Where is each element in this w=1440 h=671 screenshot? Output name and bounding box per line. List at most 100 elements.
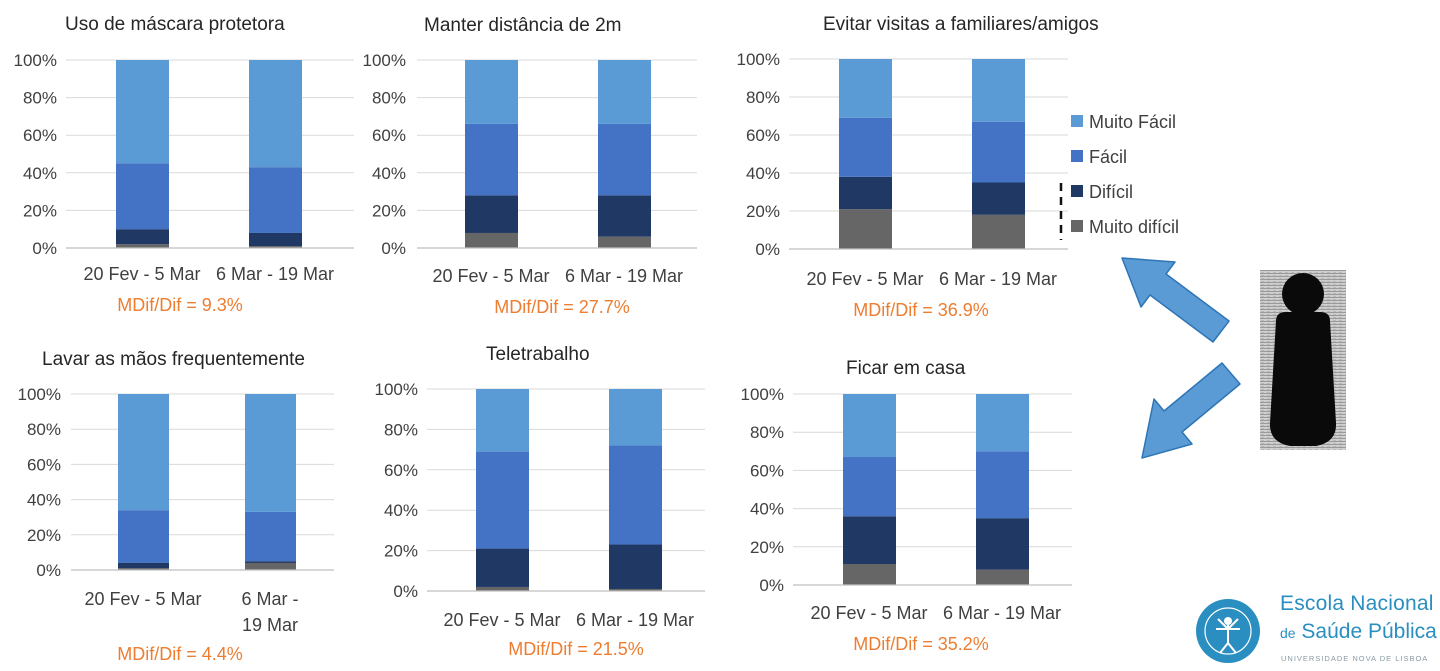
bar-segment <box>245 562 296 570</box>
x-tick-label: 20 Fev - 5 Mar <box>432 266 549 286</box>
mdif-annotation: MDif/Dif = 36.9% <box>853 300 989 320</box>
bar-segment <box>118 394 169 511</box>
y-tick-label: 40% <box>27 491 61 510</box>
arrow-up-left-icon <box>1121 257 1230 343</box>
chart-title: Manter distância de 2m <box>424 15 622 36</box>
y-tick-label: 80% <box>23 89 57 108</box>
legend: Muito Fácil Fácil Difícil Muito difícil <box>1059 112 1179 240</box>
chart-title: Evitar visitas a familiares/amigos <box>823 14 1099 35</box>
bar-segment <box>839 59 892 118</box>
bar-segment <box>476 548 529 587</box>
bar-segment <box>976 518 1029 570</box>
y-tick-label: 60% <box>27 455 61 474</box>
y-tick-label: 80% <box>27 420 61 439</box>
y-tick-label: 40% <box>750 500 784 519</box>
y-tick-label: 20% <box>23 201 57 220</box>
bar-segment <box>476 586 529 591</box>
x-tick-label: 20 Fev - 5 Mar <box>83 264 200 284</box>
bar-segment <box>609 445 662 545</box>
chart-1: Uso de máscara protetora 0% 20% 40% 60% 80% 10… <box>14 14 354 315</box>
x-tick-label: 6 Mar - 19 Mar <box>216 264 334 284</box>
legend-label-muito-dificil: Muito difícil <box>1089 217 1179 237</box>
logo-university: UNIVERSIDADE NOVA DE LISBOA <box>1281 654 1429 663</box>
y-tick-label: 20% <box>27 526 61 545</box>
bar-segment <box>598 123 651 196</box>
x-tick-label: 20 Fev - 5 Mar <box>443 610 560 630</box>
bar-segment <box>116 229 169 245</box>
x-tick-label: 6 Mar - 19 Mar <box>565 266 683 286</box>
x-tick-label: 6 Mar - 19 Mar <box>943 603 1061 623</box>
bar-segment <box>972 182 1025 215</box>
legend-swatch-muito-facil <box>1071 115 1083 127</box>
chart-title: Teletrabalho <box>486 344 590 365</box>
legend-swatch-muito-dificil <box>1071 220 1083 232</box>
bar-segment <box>476 451 529 549</box>
y-tick-label: 60% <box>23 126 57 145</box>
legend-swatch-dificil <box>1071 185 1083 197</box>
chart-6: Ficar em casa 0% 20% 40% 60% 80% 100% 20 Fev - … <box>741 358 1072 654</box>
y-tick-label: 60% <box>372 126 406 145</box>
y-tick-label: 100% <box>737 50 780 69</box>
mdif-annotation: MDif/Dif = 9.3% <box>117 295 243 315</box>
chart-title: Uso de máscara protetora <box>65 14 285 35</box>
y-tick-label: 40% <box>23 164 57 183</box>
bar-segment <box>598 236 651 248</box>
y-tick-label: 0% <box>759 576 784 595</box>
bar-segment <box>972 121 1025 183</box>
y-tick-label: 100% <box>741 385 784 404</box>
y-tick-label: 80% <box>372 89 406 108</box>
y-tick-label: 40% <box>372 164 406 183</box>
mdif-annotation: MDif/Dif = 21.5% <box>508 639 644 659</box>
chart-5: Teletrabalho 0% 20% 40% 60% 80% 100% 20 Fev - 5… <box>375 344 705 659</box>
y-tick-label: 80% <box>384 420 418 439</box>
bar-segment <box>465 60 518 124</box>
y-tick-label: 20% <box>750 538 784 557</box>
y-tick-label: 40% <box>384 501 418 520</box>
mdif-annotation: MDif/Dif = 35.2% <box>853 634 989 654</box>
y-tick-label: 100% <box>375 380 418 399</box>
bar-segment <box>249 232 302 247</box>
bar-segment <box>118 562 169 569</box>
bar-segment <box>598 195 651 237</box>
bar-segment <box>245 394 296 512</box>
bar-segment <box>843 394 896 458</box>
bar-segment <box>116 163 169 230</box>
y-tick-label: 100% <box>14 51 57 70</box>
y-tick-label: 60% <box>746 126 780 145</box>
bar-segment <box>609 544 662 589</box>
y-tick-label: 20% <box>372 201 406 220</box>
bar-segment <box>976 451 1029 519</box>
chart-3: Evitar visitas a familiares/amigos 0% 20% 4… <box>737 14 1099 320</box>
bar-segment <box>465 232 518 248</box>
chart-title: Ficar em casa <box>846 358 966 379</box>
y-tick-label: 100% <box>363 51 406 70</box>
person-silhouette-icon <box>1260 270 1346 450</box>
bar-segment <box>839 117 892 177</box>
y-tick-label: 0% <box>36 561 61 580</box>
bar-segment <box>976 394 1029 452</box>
x-tick-label: 20 Fev - 5 Mar <box>806 269 923 289</box>
y-tick-label: 80% <box>746 88 780 107</box>
logo-name-main: Saúde Pública <box>1301 620 1437 643</box>
bar-segment <box>843 457 896 517</box>
y-tick-label: 0% <box>32 239 57 258</box>
legend-label-facil: Fácil <box>1089 147 1127 167</box>
y-tick-label: 20% <box>384 542 418 561</box>
bar-segment <box>843 516 896 564</box>
bar-segment <box>249 246 302 248</box>
bar-segment <box>972 59 1025 122</box>
bar-segment <box>839 176 892 210</box>
bar-segment <box>976 569 1029 585</box>
bar-segment <box>972 214 1025 249</box>
mdif-annotation: MDif/Dif = 4.4% <box>117 644 243 664</box>
x-tick-label: 6 Mar - 19 Mar <box>939 269 1057 289</box>
y-tick-label: 40% <box>746 164 780 183</box>
y-tick-label: 60% <box>750 461 784 480</box>
bar-segment <box>249 60 302 168</box>
logo-name-line2: de Saúde Pública <box>1280 620 1437 644</box>
x-tick-label: 6 Mar -19 Mar <box>241 589 298 635</box>
bar-segment <box>116 244 169 248</box>
y-tick-label: 0% <box>381 239 406 258</box>
x-tick-label: 20 Fev - 5 Mar <box>84 589 201 609</box>
mdif-annotation: MDif/Dif = 27.7% <box>494 297 630 317</box>
